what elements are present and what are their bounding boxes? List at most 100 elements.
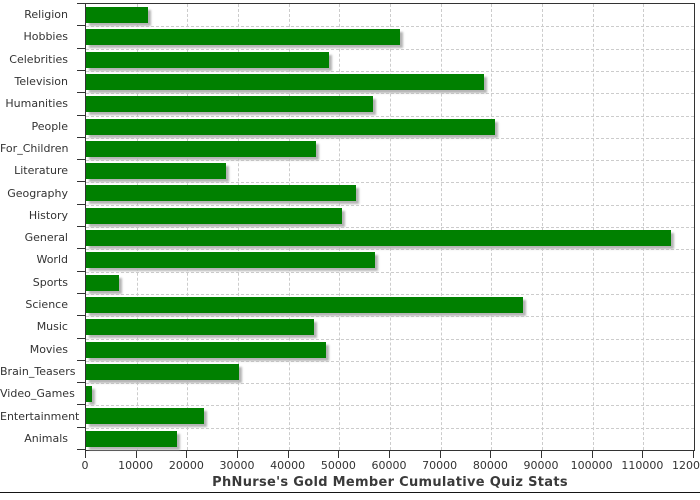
y-axis-tick [77,248,85,249]
category-label: People [31,119,68,133]
y-axis-tick [77,48,85,49]
category-label: Music [36,320,68,334]
bar-music [86,319,314,336]
x-axis-tick-label: 10000 [118,459,154,472]
chart-title: PhNurse's Gold Member Cumulative Quiz St… [212,475,568,490]
x-axis-tick [135,451,137,458]
grid-line-horizontal [86,48,694,50]
grid-line-horizontal [86,427,694,429]
x-axis-tick-label: 90000 [523,459,559,472]
grid-line-horizontal [86,137,694,139]
x-axis-tick [591,451,593,458]
x-axis-tick [541,451,542,458]
y-axis-tick [77,3,85,4]
bar-geography [86,185,357,202]
bar-animals [86,430,177,447]
category-label: Humanities [5,97,68,111]
bar-general [86,230,671,246]
y-axis-tick [77,159,85,160]
grid-line-horizontal [86,70,694,72]
bar-brain_teasers [86,363,239,380]
x-axis-tick-label: 30000 [219,459,255,472]
bar-sports [86,274,120,291]
bar-science [86,296,524,313]
x-axis-tick-label: 110000 [621,459,664,472]
y-axis-tick [77,115,85,116]
x-axis-tick [186,451,188,458]
category-label: Literature [14,164,68,178]
category-label: Animals [24,431,68,445]
x-axis-tick [237,451,238,458]
y-axis-tick [77,293,85,294]
y-axis-tick [77,449,85,450]
bar-entertainment [86,408,204,425]
grid-line-horizontal [86,316,694,318]
x-axis-tick-label: 50000 [320,459,356,472]
category-label: Science [25,298,68,312]
bar-for_children [86,140,317,157]
y-axis-tick [77,382,85,383]
x-axis-tick-label: 100000 [570,459,613,472]
bar-history [86,207,342,224]
plot-area [85,3,695,451]
x-axis-tick-label: 80000 [472,459,508,472]
y-axis-tick [77,226,85,227]
grid-line-horizontal [86,405,694,407]
grid-line-horizontal [86,338,694,340]
category-label: Television [14,75,69,89]
category-label: Religion [24,8,68,22]
bar-world [86,252,376,269]
category-label: Video_Games [0,387,75,401]
category-label: Sports [32,275,68,289]
grid-line-horizontal [86,115,694,117]
x-axis-tick-label: 70000 [422,459,458,472]
grid-line-horizontal [86,360,694,362]
y-axis-tick [77,92,85,93]
bar-religion [86,7,148,23]
category-label: Celebrities [9,52,68,66]
x-axis-tick [693,451,694,458]
y-axis-tick [77,271,85,272]
bar-video_games [86,386,93,403]
x-axis-tick [287,451,289,458]
grid-line-horizontal [86,293,694,295]
y-axis-tick [77,404,85,405]
y-axis-tick [77,338,85,339]
category-label: Hobbies [23,30,68,44]
x-axis-tick [85,451,86,458]
bottom-divider-line [0,492,700,493]
grid-line-horizontal [86,383,694,385]
x-axis-tick [439,451,441,458]
category-label: World [36,253,68,267]
grid-line-horizontal [86,227,694,228]
bar-movies [86,341,326,358]
grid-line-horizontal [86,182,694,184]
bar-humanities [86,96,374,113]
bar-celebrities [86,51,330,68]
y-axis-tick [77,181,85,182]
x-axis-tick [338,451,340,458]
x-axis-tick [642,451,644,458]
category-label: Brain_Teasers [0,364,76,378]
y-axis-tick [77,25,85,26]
bar-hobbies [86,29,401,46]
y-axis-tick [77,315,85,316]
grid-line-horizontal [86,160,694,162]
grid-line-horizontal [86,271,694,273]
category-label: For_Children [0,141,69,155]
y-axis-tick [77,137,85,138]
bar-literature [86,163,226,180]
y-axis-tick [77,360,85,361]
grid-line-horizontal [86,93,694,95]
category-label: History [28,208,68,222]
category-label: General [24,231,68,245]
bar-people [86,118,495,135]
x-axis-tick-label: 20000 [168,459,204,472]
grid-line-horizontal [86,204,694,206]
category-label: Movies [29,342,68,356]
y-axis-tick [77,427,85,428]
grid-line-horizontal [86,26,694,28]
grid-line-horizontal [86,249,694,251]
x-axis-tick [389,451,390,458]
